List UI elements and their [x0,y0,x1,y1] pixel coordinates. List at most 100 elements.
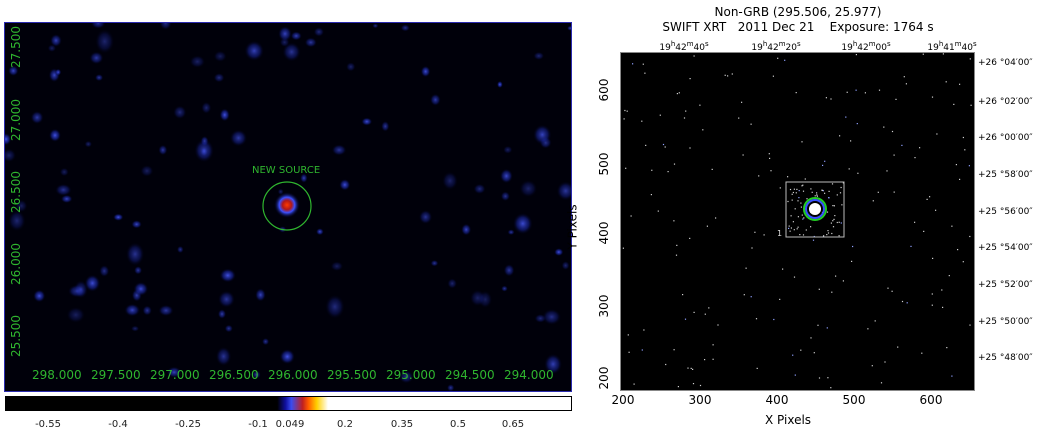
photon-dot [626,110,628,112]
photon-dot [792,354,794,356]
photon-dot [832,226,835,228]
region-box [785,181,845,238]
photon-dot [964,149,966,151]
noise-blob [49,128,61,142]
y-axis-label: Y Pixels [565,204,580,250]
noise-blob [131,220,142,229]
photon-dot [623,118,625,120]
noise-blob [496,80,503,89]
noise-blob [84,140,93,148]
ra-tick-label: 19h41m40s [927,40,977,53]
noise-blob [361,117,373,126]
colorbar-tick: 0.2 [337,419,353,430]
noise-blob [533,51,545,60]
noise-blob [159,23,172,30]
y-tick-label: 500 [597,152,611,176]
photon-dot [805,229,807,231]
dec-tick-label: 25.500 [9,315,23,357]
photon-dot [969,235,971,238]
dec-tick-label: +26 °02′00″ [978,97,1033,107]
noise-blob [94,74,104,82]
photon-dot [797,226,799,228]
photon-dot [914,157,916,159]
photon-dot [787,176,789,178]
sky-image-panel: NEW SOURCE 27.500 27.000 26.500 26.000 2… [4,22,572,392]
photon-dot [886,170,888,172]
noise-blob [158,144,168,156]
noise-blob [469,289,486,307]
noise-blob [219,268,236,283]
noise-blob [556,181,571,201]
noise-blob [561,261,570,270]
photon-dot [673,349,675,351]
noise-blob [130,325,140,332]
noise-blob [176,245,184,254]
photon-dot [797,200,799,202]
photon-dot [676,244,678,246]
noise-blob [189,55,206,68]
photon-dot [816,192,818,194]
photon-dot [711,168,713,170]
photon-dot [834,215,836,217]
photon-dot [816,195,818,197]
photon-dot [830,222,832,224]
photon-dot [791,193,793,195]
photon-dot [824,192,826,194]
photon-dot [627,334,629,336]
photon-dot [651,169,653,171]
noise-blob [255,288,266,302]
noise-blob [507,229,515,236]
photon-dot [835,275,837,277]
dec-tick-label: +25 °50′00″ [978,317,1033,327]
noise-blob [430,93,441,106]
photon-dot [704,359,706,361]
photon-dot [970,104,972,106]
sky-image-canvas [5,23,571,391]
photon-dot [702,129,704,131]
photon-dot [962,261,964,263]
noise-blob [66,306,86,323]
photon-dot [641,120,643,122]
photon-dot [683,117,686,119]
noise-blob [372,23,379,29]
photon-dot [841,204,843,206]
noise-blob [252,370,261,379]
photon-dot [831,232,833,235]
dec-tick-label: 27.500 [9,26,23,68]
photon-dot [878,89,881,91]
photon-dot [872,200,874,202]
photon-dot [796,228,798,230]
photon-dot [871,365,873,367]
photon-dot [838,221,840,223]
photon-dot [919,147,921,149]
noise-blob [316,228,324,236]
colorbar-tick: 0.5 [450,419,466,430]
photon-dot [791,199,793,201]
photon-dot [936,133,938,135]
photon-dot [699,104,701,106]
noise-blob [15,199,28,213]
photon-dot [929,196,931,198]
noise-blob [219,108,230,122]
photon-dot [689,78,691,80]
photon-dot [827,230,829,232]
plot-title: Non-GRB (295.506, 25.977) [714,5,882,19]
photon-dot [795,92,797,94]
noise-blob [50,34,62,47]
noise-blob [420,65,431,78]
photon-dot [675,254,678,256]
photon-dot [678,92,680,94]
photon-dot [750,296,752,298]
noise-blob [201,101,212,114]
photon-dot [662,143,665,146]
photon-dot [813,352,815,354]
noise-blob [279,349,295,365]
noise-blob [400,24,410,32]
photon-dot [955,164,957,166]
photon-dot [832,220,834,222]
photon-dot [827,232,830,234]
photon-dot [799,234,801,236]
photon-dot [822,190,824,192]
dec-tick-label: +26 °00′00″ [978,133,1033,143]
x-tick-label: 500 [842,393,866,407]
